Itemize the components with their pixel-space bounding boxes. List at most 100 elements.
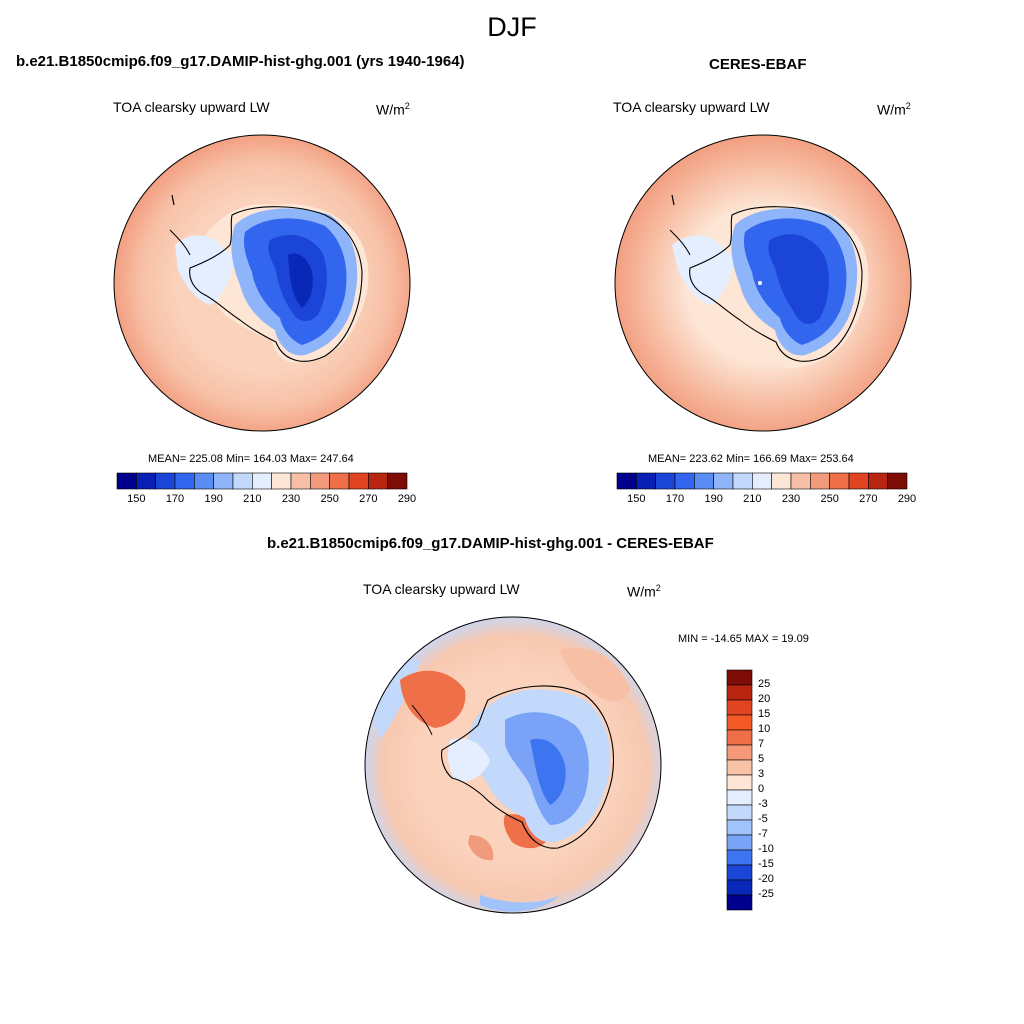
colorbar-tick-label: 7 xyxy=(758,738,765,750)
colorbar-swatch xyxy=(368,472,388,490)
panel3-variable-label: TOA clearsky upward LW xyxy=(363,581,520,597)
colorbar-tick-label: 290 xyxy=(897,493,917,505)
colorbar-tick-label: -5 xyxy=(758,813,768,825)
panel2-map xyxy=(615,135,911,431)
panel3-title: b.e21.B1850cmip6.f09_g17.DAMIP-hist-ghg.… xyxy=(267,535,714,552)
colorbar-tick-label: 210 xyxy=(743,493,762,505)
colorbar-swatch xyxy=(616,472,637,490)
colorbar-tick-label: 290 xyxy=(397,493,417,505)
colorbar-swatch xyxy=(726,759,753,776)
colorbar-swatch xyxy=(790,472,811,490)
colorbar-swatch xyxy=(194,472,214,490)
colorbar-tick-label: -7 xyxy=(758,828,768,840)
panel1-units-label: W/m2 xyxy=(376,101,410,118)
colorbar-tick-label: 5 xyxy=(758,753,765,765)
colorbar-tick-label: -20 xyxy=(758,873,774,885)
colorbar-tick-label: 15 xyxy=(758,708,771,720)
colorbar-swatch xyxy=(310,472,330,490)
colorbar-swatch xyxy=(713,472,734,490)
colorbar-swatch xyxy=(868,472,888,490)
colorbar-swatch xyxy=(726,729,753,746)
colorbar-tick-label: 150 xyxy=(627,493,646,505)
colorbar-swatch xyxy=(732,472,753,490)
colorbar-tick-label: 270 xyxy=(859,493,878,505)
colorbar-swatch xyxy=(726,684,753,701)
panel3-map xyxy=(365,617,661,913)
panel1-map-border xyxy=(113,134,411,432)
colorbar-swatch xyxy=(726,864,753,881)
colorbar-tick-label: 210 xyxy=(243,493,262,505)
colorbar-tick-label: 190 xyxy=(704,493,723,505)
colorbar-tick-label: 150 xyxy=(127,493,146,505)
panel2-colorbar xyxy=(616,472,908,490)
panel1-map xyxy=(114,135,410,431)
colorbar-swatch xyxy=(726,789,753,806)
colorbar-swatch xyxy=(726,819,753,836)
panel3-units-label: W/m2 xyxy=(627,583,661,600)
colorbar-swatch xyxy=(726,699,753,716)
panel2-map-border xyxy=(614,134,912,432)
colorbar-swatch xyxy=(655,472,676,490)
colorbar-swatch xyxy=(848,472,869,490)
colorbar-swatch xyxy=(252,472,272,490)
colorbar-swatch xyxy=(726,714,753,731)
colorbar-swatch xyxy=(290,472,311,490)
colorbar-swatch xyxy=(694,472,714,490)
colorbar-swatch xyxy=(116,472,137,490)
panel1-variable-label: TOA clearsky upward LW xyxy=(113,99,270,115)
colorbar-swatch xyxy=(726,849,753,866)
colorbar-tick-label: 230 xyxy=(781,493,801,505)
colorbar-tick-label: 20 xyxy=(758,693,771,705)
colorbar-swatch xyxy=(155,472,176,490)
colorbar-swatch xyxy=(726,669,753,686)
colorbar-swatch xyxy=(887,472,908,490)
colorbar-swatch xyxy=(213,472,234,490)
colorbar-swatch xyxy=(810,472,830,490)
colorbar-tick-label: 190 xyxy=(204,493,223,505)
colorbar-tick-label: 230 xyxy=(281,493,301,505)
colorbar-tick-label: 3 xyxy=(758,768,765,780)
panel2-units-label: W/m2 xyxy=(877,101,911,118)
colorbar-tick-label: -3 xyxy=(758,798,768,810)
colorbar-swatch xyxy=(348,472,369,490)
colorbar-swatch xyxy=(726,894,753,911)
colorbar-swatch xyxy=(271,472,292,490)
colorbar-tick-label: 270 xyxy=(359,493,378,505)
colorbar-tick-label: 170 xyxy=(665,493,685,505)
colorbar-swatch xyxy=(387,472,408,490)
panel2-stats: MEAN= 223.62 Min= 166.69 Max= 253.64 xyxy=(648,453,854,465)
colorbar-swatch xyxy=(674,472,695,490)
figure-title: DJF xyxy=(487,12,537,42)
colorbar-swatch xyxy=(726,744,753,761)
colorbar-tick-label: 170 xyxy=(165,493,185,505)
colorbar-swatch xyxy=(329,472,350,490)
colorbar-swatch xyxy=(829,472,850,490)
panel2-title: CERES-EBAF xyxy=(709,56,807,73)
colorbar-tick-label: 10 xyxy=(758,723,771,735)
colorbar-swatch xyxy=(636,472,656,490)
colorbar-swatch xyxy=(726,879,753,896)
colorbar-tick-label: -10 xyxy=(758,843,774,855)
panel2-variable-label: TOA clearsky upward LW xyxy=(613,99,770,115)
panel1-title: b.e21.B1850cmip6.f09_g17.DAMIP-hist-ghg.… xyxy=(16,53,465,70)
colorbar-tick-label: 250 xyxy=(320,493,339,505)
colorbar-swatch xyxy=(752,472,772,490)
panel3-map-border xyxy=(364,616,662,914)
colorbar-tick-label: -15 xyxy=(758,858,774,870)
colorbar-tick-label: 0 xyxy=(758,783,765,795)
colorbar-swatch xyxy=(726,834,753,851)
colorbar-tick-label: -25 xyxy=(758,888,774,900)
colorbar-swatch xyxy=(232,472,253,490)
colorbar-tick-label: 250 xyxy=(820,493,839,505)
colorbar-swatch xyxy=(771,472,792,490)
colorbar-swatch xyxy=(726,804,753,821)
panel3-stats: MIN = -14.65 MAX = 19.09 xyxy=(678,633,809,645)
panel3-colorbar xyxy=(726,669,753,911)
colorbar-swatch xyxy=(136,472,156,490)
panel1-colorbar xyxy=(116,472,408,490)
colorbar-tick-label: 25 xyxy=(758,678,771,690)
colorbar-swatch xyxy=(174,472,195,490)
panel1-stats: MEAN= 225.08 Min= 164.03 Max= 247.64 xyxy=(148,453,354,465)
colorbar-swatch xyxy=(726,774,753,791)
